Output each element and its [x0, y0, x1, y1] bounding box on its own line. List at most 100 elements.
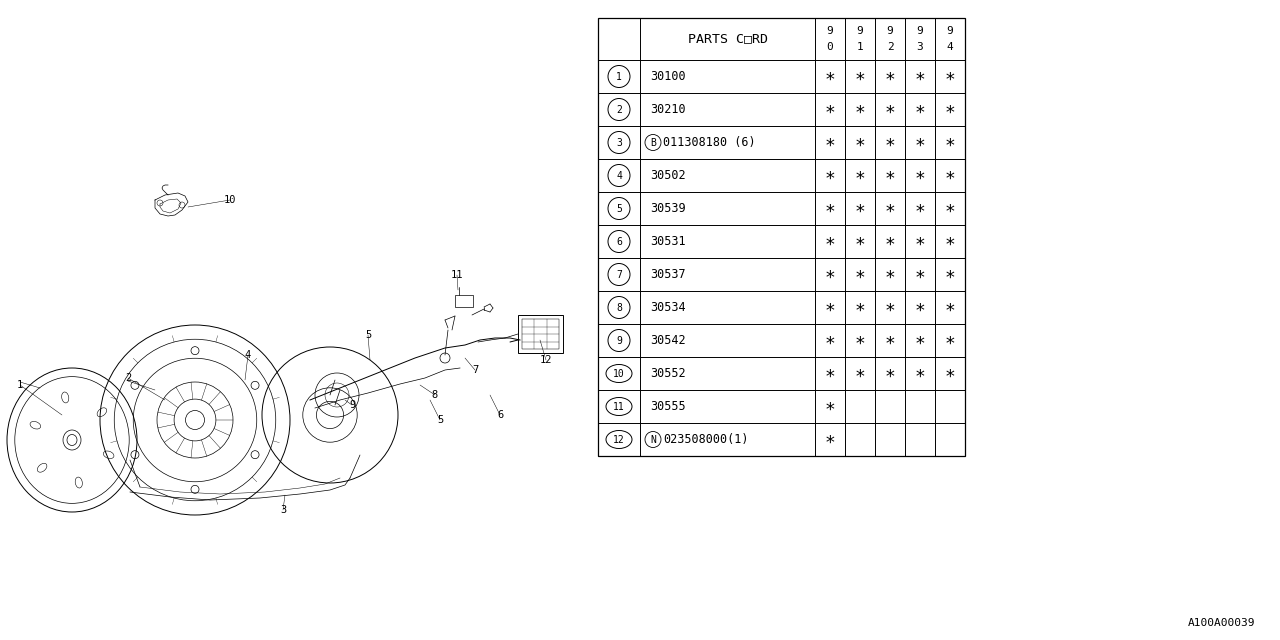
Text: 9: 9 — [887, 26, 893, 36]
Text: 3: 3 — [916, 42, 923, 52]
Text: ∗: ∗ — [855, 332, 865, 349]
Text: ∗: ∗ — [915, 200, 925, 218]
Text: 9: 9 — [349, 400, 355, 410]
Text: ∗: ∗ — [884, 266, 896, 284]
Text: 10: 10 — [224, 195, 237, 205]
Text: ∗: ∗ — [915, 100, 925, 118]
Text: 9: 9 — [916, 26, 923, 36]
Text: ∗: ∗ — [945, 134, 955, 152]
Text: 30537: 30537 — [650, 268, 686, 281]
Text: 9: 9 — [616, 335, 622, 346]
Text: N: N — [650, 435, 655, 445]
Bar — [518, 315, 563, 353]
Text: ∗: ∗ — [915, 266, 925, 284]
Text: 011308180 (6): 011308180 (6) — [663, 136, 755, 149]
Text: 2: 2 — [616, 104, 622, 115]
Text: 1: 1 — [856, 42, 864, 52]
Text: 30539: 30539 — [650, 202, 686, 215]
Text: 11: 11 — [451, 270, 463, 280]
Text: 0: 0 — [827, 42, 833, 52]
Text: 6: 6 — [497, 410, 503, 420]
Text: 30531: 30531 — [650, 235, 686, 248]
Text: 8: 8 — [616, 303, 622, 312]
Text: 5: 5 — [616, 204, 622, 214]
Text: ∗: ∗ — [824, 332, 836, 349]
Text: 5: 5 — [436, 415, 443, 425]
Text: ∗: ∗ — [824, 431, 836, 449]
Text: 12: 12 — [613, 435, 625, 445]
Text: PARTS C□RD: PARTS C□RD — [687, 33, 768, 45]
Text: ∗: ∗ — [824, 100, 836, 118]
Text: ∗: ∗ — [855, 100, 865, 118]
Text: ∗: ∗ — [945, 67, 955, 86]
Text: 1: 1 — [17, 380, 23, 390]
Text: ∗: ∗ — [824, 232, 836, 250]
Text: 4: 4 — [947, 42, 954, 52]
Text: 30100: 30100 — [650, 70, 686, 83]
Text: 30210: 30210 — [650, 103, 686, 116]
Text: 2: 2 — [887, 42, 893, 52]
Text: ∗: ∗ — [855, 67, 865, 86]
Text: ∗: ∗ — [855, 232, 865, 250]
Text: ∗: ∗ — [824, 397, 836, 415]
Text: 30552: 30552 — [650, 367, 686, 380]
Text: ∗: ∗ — [884, 166, 896, 184]
Text: ∗: ∗ — [855, 200, 865, 218]
Text: ∗: ∗ — [884, 67, 896, 86]
Text: ∗: ∗ — [824, 134, 836, 152]
Text: 8: 8 — [431, 390, 438, 400]
Text: 9: 9 — [947, 26, 954, 36]
Text: ∗: ∗ — [855, 166, 865, 184]
Text: ∗: ∗ — [884, 100, 896, 118]
Text: ∗: ∗ — [884, 134, 896, 152]
Text: ∗: ∗ — [824, 166, 836, 184]
Text: 6: 6 — [616, 237, 622, 246]
Text: ∗: ∗ — [855, 134, 865, 152]
Text: ∗: ∗ — [824, 200, 836, 218]
Text: 4: 4 — [244, 350, 251, 360]
Text: 1: 1 — [616, 72, 622, 81]
Text: ∗: ∗ — [884, 332, 896, 349]
Text: 10: 10 — [613, 369, 625, 378]
Bar — [454, 295, 474, 307]
Text: 2: 2 — [125, 373, 131, 383]
Text: ∗: ∗ — [855, 266, 865, 284]
Text: ∗: ∗ — [945, 365, 955, 383]
Text: 30542: 30542 — [650, 334, 686, 347]
Text: ∗: ∗ — [824, 67, 836, 86]
Text: ∗: ∗ — [915, 67, 925, 86]
Text: ∗: ∗ — [915, 134, 925, 152]
Text: ∗: ∗ — [824, 298, 836, 317]
Text: ∗: ∗ — [945, 332, 955, 349]
Text: B: B — [650, 138, 655, 147]
Text: ∗: ∗ — [945, 200, 955, 218]
Bar — [598, 18, 965, 456]
Text: 11: 11 — [613, 401, 625, 412]
Text: A100A00039: A100A00039 — [1188, 618, 1254, 628]
Text: ∗: ∗ — [945, 232, 955, 250]
Text: 12: 12 — [540, 355, 552, 365]
Text: ∗: ∗ — [855, 365, 865, 383]
Bar — [522, 319, 559, 349]
Text: 5: 5 — [365, 330, 371, 340]
Text: ∗: ∗ — [945, 298, 955, 317]
Text: 023508000(1): 023508000(1) — [663, 433, 749, 446]
Text: ∗: ∗ — [824, 365, 836, 383]
Text: 30534: 30534 — [650, 301, 686, 314]
Text: ∗: ∗ — [915, 298, 925, 317]
Text: 30502: 30502 — [650, 169, 686, 182]
Text: ∗: ∗ — [945, 166, 955, 184]
Text: ∗: ∗ — [915, 332, 925, 349]
Text: 3: 3 — [280, 505, 287, 515]
Text: 4: 4 — [616, 170, 622, 180]
Text: ∗: ∗ — [915, 232, 925, 250]
Text: ∗: ∗ — [824, 266, 836, 284]
Text: 7: 7 — [616, 269, 622, 280]
Text: ∗: ∗ — [945, 100, 955, 118]
Text: 9: 9 — [827, 26, 833, 36]
Text: ∗: ∗ — [855, 298, 865, 317]
Text: ∗: ∗ — [884, 232, 896, 250]
Text: ∗: ∗ — [915, 166, 925, 184]
Text: ∗: ∗ — [884, 298, 896, 317]
Text: ∗: ∗ — [884, 200, 896, 218]
